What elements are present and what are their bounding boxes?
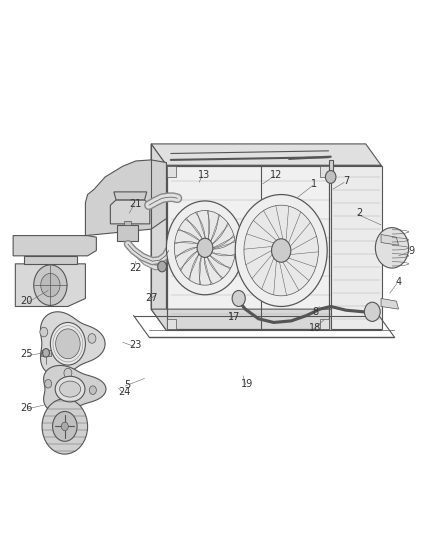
Circle shape bbox=[88, 334, 96, 343]
Circle shape bbox=[197, 238, 213, 257]
Circle shape bbox=[40, 327, 48, 337]
Circle shape bbox=[50, 322, 85, 365]
Polygon shape bbox=[15, 264, 85, 306]
Text: 18: 18 bbox=[309, 323, 321, 333]
Circle shape bbox=[166, 201, 244, 295]
Circle shape bbox=[364, 302, 380, 321]
Text: 25: 25 bbox=[20, 350, 32, 359]
Text: 17: 17 bbox=[228, 312, 240, 322]
Circle shape bbox=[34, 265, 67, 305]
Polygon shape bbox=[381, 235, 399, 245]
Polygon shape bbox=[151, 144, 381, 165]
Polygon shape bbox=[167, 166, 176, 177]
Polygon shape bbox=[117, 225, 138, 241]
Circle shape bbox=[375, 228, 409, 268]
Ellipse shape bbox=[55, 376, 85, 402]
Circle shape bbox=[325, 171, 336, 183]
Polygon shape bbox=[151, 144, 166, 330]
Circle shape bbox=[41, 273, 60, 297]
Text: 23: 23 bbox=[130, 341, 142, 350]
Text: 19: 19 bbox=[241, 379, 254, 389]
Text: 20: 20 bbox=[20, 296, 32, 306]
Circle shape bbox=[235, 195, 327, 306]
Circle shape bbox=[45, 379, 52, 388]
Polygon shape bbox=[110, 200, 150, 224]
Text: 13: 13 bbox=[198, 170, 210, 180]
Text: 12: 12 bbox=[270, 170, 282, 180]
Text: 27: 27 bbox=[145, 294, 157, 303]
Polygon shape bbox=[124, 221, 131, 225]
Polygon shape bbox=[44, 366, 106, 413]
Text: 26: 26 bbox=[20, 403, 32, 413]
Text: 22: 22 bbox=[130, 263, 142, 272]
Circle shape bbox=[42, 349, 49, 357]
Text: 2: 2 bbox=[356, 208, 362, 218]
Circle shape bbox=[174, 211, 236, 285]
Circle shape bbox=[272, 239, 291, 262]
Circle shape bbox=[158, 261, 166, 272]
Polygon shape bbox=[328, 160, 333, 181]
Circle shape bbox=[64, 368, 72, 378]
Polygon shape bbox=[85, 160, 166, 236]
Polygon shape bbox=[331, 166, 382, 329]
Circle shape bbox=[56, 329, 80, 359]
Circle shape bbox=[61, 422, 68, 431]
Ellipse shape bbox=[60, 381, 81, 397]
Circle shape bbox=[89, 386, 96, 394]
Polygon shape bbox=[41, 350, 51, 356]
Polygon shape bbox=[114, 192, 147, 200]
Text: 24: 24 bbox=[119, 387, 131, 397]
Text: 5: 5 bbox=[124, 380, 130, 390]
Text: 21: 21 bbox=[130, 199, 142, 208]
Polygon shape bbox=[166, 165, 381, 330]
Polygon shape bbox=[24, 256, 77, 264]
Polygon shape bbox=[40, 312, 105, 376]
Text: 1: 1 bbox=[311, 179, 318, 189]
Polygon shape bbox=[320, 166, 328, 177]
Circle shape bbox=[42, 399, 88, 454]
Polygon shape bbox=[320, 319, 328, 329]
Circle shape bbox=[53, 411, 77, 441]
Polygon shape bbox=[13, 236, 96, 256]
Circle shape bbox=[232, 290, 245, 306]
Text: 8: 8 bbox=[312, 307, 318, 317]
Polygon shape bbox=[151, 309, 381, 330]
Text: 9: 9 bbox=[409, 246, 415, 255]
Polygon shape bbox=[167, 319, 176, 329]
Circle shape bbox=[244, 205, 318, 296]
Text: 4: 4 bbox=[396, 278, 402, 287]
Polygon shape bbox=[381, 298, 399, 309]
Text: 7: 7 bbox=[343, 176, 349, 186]
